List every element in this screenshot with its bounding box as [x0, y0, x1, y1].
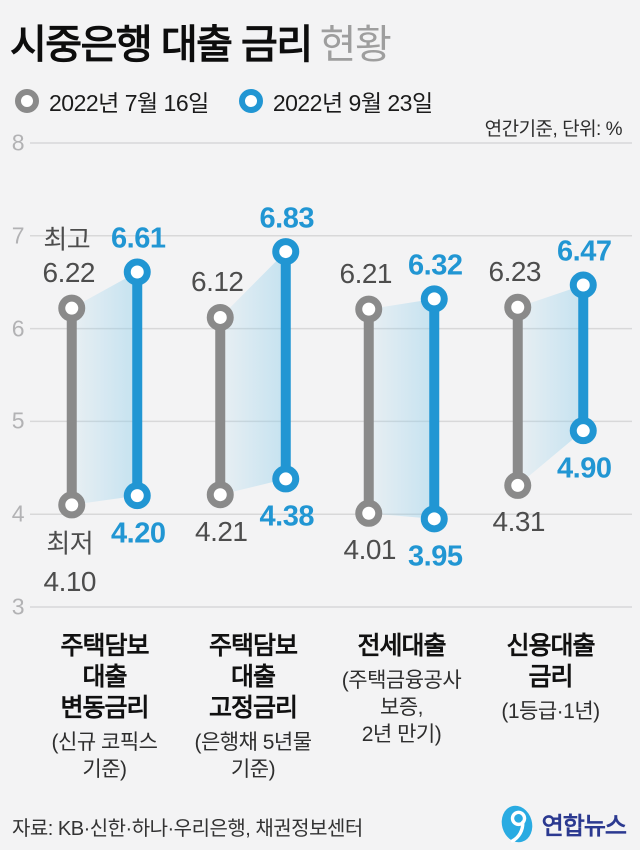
- high-marker: [272, 238, 300, 266]
- high-marker: [206, 303, 234, 331]
- legend-label-sep23: 2022년 9월 23일: [272, 90, 433, 116]
- legend-item-sep23: 2022년 9월 23일: [238, 84, 433, 118]
- title-light: 현황: [319, 23, 392, 67]
- page-title: 시중은행 대출 금리 현황: [10, 12, 392, 70]
- low-marker: [123, 482, 151, 510]
- low-marker: [355, 499, 383, 527]
- low-marker: [58, 491, 86, 519]
- high-marker: [355, 295, 383, 323]
- high-marker: [569, 271, 597, 299]
- high-marker: [420, 285, 448, 313]
- change-band: [220, 251, 286, 495]
- yonhap-logo-text: 연합뉴스: [541, 812, 627, 840]
- source-note: 자료: KB·신한·하나·우리은행, 채권정보센터: [12, 818, 363, 840]
- title-strong: 시중은행 대출 금리: [10, 23, 313, 67]
- gray-donut-icon: [15, 89, 39, 113]
- yonhap-brand: 연합뉴스: [496, 800, 627, 846]
- legend: 2022년 7월 16일 2022년 9월 23일: [15, 84, 433, 118]
- change-band: [517, 284, 584, 486]
- low-marker: [569, 417, 597, 445]
- low-marker: [206, 481, 234, 509]
- high-marker: [58, 294, 86, 322]
- legend-label-jul16: 2022년 7월 16일: [49, 90, 209, 116]
- high-marker: [123, 258, 151, 286]
- yonhap-logo-icon: [501, 805, 532, 843]
- low-marker: [272, 465, 300, 493]
- low-marker: [504, 471, 532, 499]
- unit-note: 연간기준, 단위: %: [484, 119, 623, 140]
- low-marker: [420, 505, 448, 533]
- change-band: [368, 298, 435, 519]
- high-marker: [504, 293, 532, 321]
- legend-item-jul16: 2022년 7월 16일: [15, 84, 209, 118]
- change-band: [71, 271, 138, 505]
- blue-donut-icon: [238, 89, 263, 113]
